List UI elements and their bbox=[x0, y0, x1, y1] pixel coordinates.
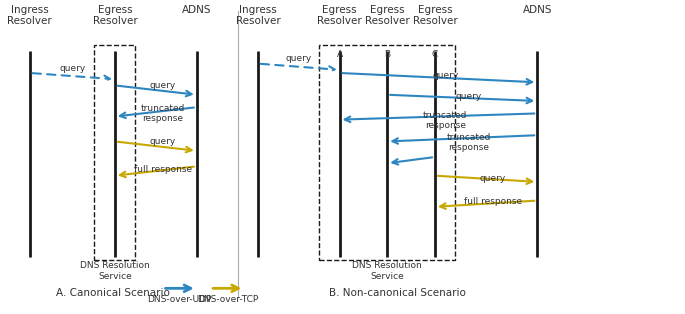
Text: truncated
response: truncated response bbox=[140, 104, 185, 123]
Text: truncated
response: truncated response bbox=[423, 111, 467, 130]
Text: Egress
Resolver: Egress Resolver bbox=[365, 4, 410, 26]
Bar bbox=[319, 45, 456, 260]
Text: B: B bbox=[384, 50, 390, 59]
Text: Ingress
Resolver: Ingress Resolver bbox=[236, 4, 280, 26]
Text: query: query bbox=[479, 175, 506, 183]
Text: query: query bbox=[286, 54, 312, 63]
Text: A. Canonical Scenario: A. Canonical Scenario bbox=[56, 288, 170, 298]
Text: full response: full response bbox=[464, 198, 522, 207]
Text: C: C bbox=[432, 50, 438, 59]
Text: DNS Resolution
Service: DNS Resolution Service bbox=[80, 261, 150, 281]
Bar bbox=[95, 45, 136, 260]
Text: DNS-over-TCP: DNS-over-TCP bbox=[197, 295, 258, 304]
Text: Ingress
Resolver: Ingress Resolver bbox=[8, 4, 52, 26]
Text: full response: full response bbox=[134, 165, 192, 174]
Text: ADNS: ADNS bbox=[523, 4, 552, 14]
Text: Egress
Resolver: Egress Resolver bbox=[92, 4, 137, 26]
Text: DNS Resolution
Service: DNS Resolution Service bbox=[353, 261, 422, 281]
Text: B. Non-canonical Scenario: B. Non-canonical Scenario bbox=[329, 288, 466, 298]
Text: truncated
response: truncated response bbox=[447, 133, 491, 152]
Text: A: A bbox=[336, 50, 342, 59]
Text: query: query bbox=[456, 92, 482, 101]
Text: DNS-over-UDP: DNS-over-UDP bbox=[147, 295, 212, 304]
Text: query: query bbox=[432, 71, 458, 80]
Text: query: query bbox=[149, 81, 176, 90]
Text: Egress
Resolver: Egress Resolver bbox=[412, 4, 458, 26]
Text: query: query bbox=[149, 137, 176, 146]
Text: ADNS: ADNS bbox=[182, 4, 212, 14]
Text: query: query bbox=[59, 64, 86, 73]
Text: Egress
Resolver: Egress Resolver bbox=[317, 4, 362, 26]
